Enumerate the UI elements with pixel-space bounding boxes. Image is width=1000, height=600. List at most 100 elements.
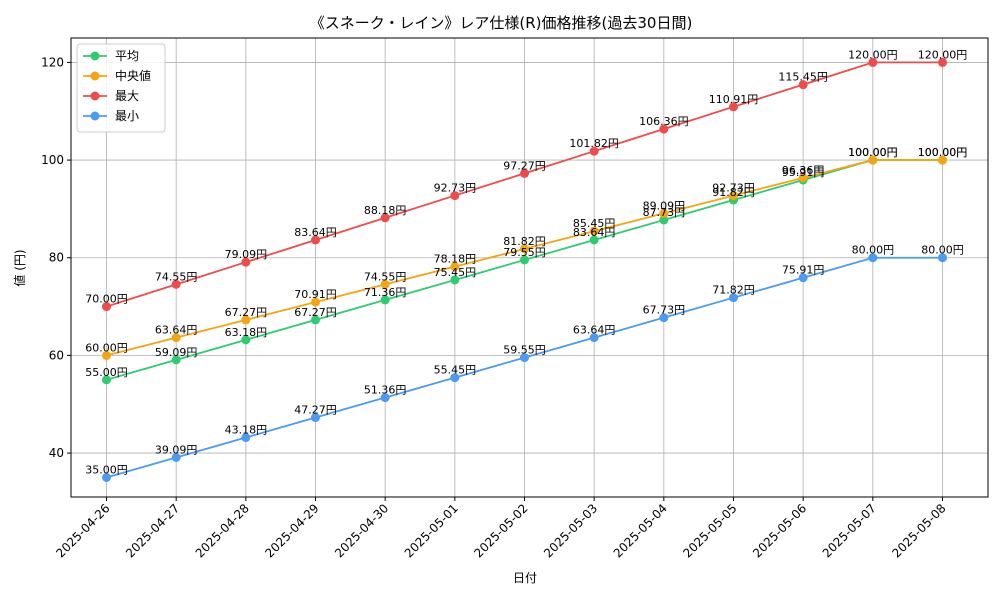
data-point xyxy=(938,253,947,263)
legend-label: 最小 xyxy=(115,109,139,123)
data-point xyxy=(311,413,320,423)
data-point xyxy=(520,168,529,178)
data-label: 71.36円 xyxy=(364,286,407,299)
data-label: 43.18円 xyxy=(225,424,268,437)
data-label: 55.45円 xyxy=(434,364,477,377)
data-label: 92.73円 xyxy=(712,182,755,195)
x-tick-label: 2025-05-06 xyxy=(750,501,809,560)
data-label: 35.00円 xyxy=(85,463,128,476)
data-label: 120.00円 xyxy=(918,48,968,61)
data-point xyxy=(450,373,460,383)
data-label: 96.36円 xyxy=(782,164,825,177)
y-tick-label: 40 xyxy=(49,446,64,460)
data-point xyxy=(380,213,390,223)
data-label: 83.64円 xyxy=(573,226,616,239)
data-label: 110.91円 xyxy=(709,93,759,106)
x-tick-label: 2025-04-29 xyxy=(262,501,321,560)
x-tick-label: 2025-04-30 xyxy=(332,501,391,560)
data-label: 87.73円 xyxy=(643,206,686,219)
data-point xyxy=(520,353,529,363)
data-label: 55.00円 xyxy=(85,366,128,379)
y-tick-label: 60 xyxy=(49,348,64,362)
data-label: 63.64円 xyxy=(573,324,616,337)
data-point xyxy=(450,275,460,285)
data-label: 81.82円 xyxy=(503,235,546,248)
axis-ticks: 2025-04-26 2025-04-27 2025-04-28 2025-04-29… xyxy=(41,55,949,560)
data-label: 85.45円 xyxy=(573,217,616,230)
data-point xyxy=(520,244,529,254)
data-point xyxy=(589,235,599,245)
data-point xyxy=(171,279,181,289)
legend-marker xyxy=(90,91,100,101)
data-point xyxy=(798,273,808,283)
data-label: 67.73円 xyxy=(643,304,686,317)
data-label: 63.18円 xyxy=(225,326,268,339)
data-point xyxy=(659,124,669,134)
data-point xyxy=(589,333,599,343)
data-label: 51.36円 xyxy=(364,384,407,397)
data-point xyxy=(729,191,738,201)
data-label: 74.55円 xyxy=(155,270,198,283)
data-point xyxy=(798,80,808,90)
x-axis-label: 日付 xyxy=(513,571,537,585)
data-label: 79.09円 xyxy=(225,248,268,261)
plot-frame xyxy=(70,37,989,498)
data-label: 47.27円 xyxy=(294,404,337,417)
data-label: 67.27円 xyxy=(294,306,337,319)
series-layer xyxy=(102,57,947,482)
data-point xyxy=(102,472,111,482)
data-point xyxy=(102,302,111,312)
data-point xyxy=(868,57,878,67)
legend-label: 平均 xyxy=(115,49,139,63)
legend-marker xyxy=(90,111,100,121)
data-label: 95.91円 xyxy=(782,166,825,179)
x-tick-label: 2025-04-26 xyxy=(53,501,112,560)
data-point xyxy=(102,350,111,360)
data-point xyxy=(241,315,251,325)
legend-box xyxy=(76,43,166,133)
data-label: 74.55円 xyxy=(364,270,407,283)
x-tick-label: 2025-05-02 xyxy=(471,501,530,560)
data-label: 59.09円 xyxy=(155,346,198,359)
data-label: 75.45円 xyxy=(434,266,477,279)
data-label: 88.18円 xyxy=(364,204,407,217)
data-label: 39.09円 xyxy=(155,443,198,456)
data-point xyxy=(171,333,181,343)
x-tick-label: 2025-05-07 xyxy=(820,501,879,560)
data-point xyxy=(589,146,599,156)
data-labels: 55.00円 59.09円 63.18円 67.27円 71.36円 75.45円 79.5… xyxy=(85,48,967,476)
data-point xyxy=(171,355,181,365)
data-point xyxy=(589,226,599,236)
x-tick-label: 2025-05-05 xyxy=(680,501,739,560)
data-point xyxy=(659,215,669,225)
data-point xyxy=(311,297,320,307)
x-tick-label: 2025-05-04 xyxy=(611,501,670,560)
x-tick-label: 2025-05-03 xyxy=(541,501,600,560)
data-label: 89.09円 xyxy=(643,199,686,212)
data-point xyxy=(380,295,390,305)
data-point xyxy=(380,279,390,289)
chart-title: 《スネーク・レイン》レア仕様(R)価格推移(過去30日間) xyxy=(310,14,693,32)
data-label: 106.36円 xyxy=(639,115,689,128)
data-point xyxy=(311,235,320,245)
data-point xyxy=(520,255,529,265)
data-label: 100.00円 xyxy=(918,146,968,159)
data-label: 100.00円 xyxy=(848,146,898,159)
grid xyxy=(71,38,988,497)
data-point xyxy=(241,335,251,345)
data-point xyxy=(868,155,878,165)
x-tick-label: 2025-05-08 xyxy=(889,501,948,560)
data-point xyxy=(450,262,460,272)
data-label: 75.91円 xyxy=(782,264,825,277)
data-point xyxy=(311,315,320,325)
data-label: 78.18円 xyxy=(434,253,477,266)
data-label: 80.00円 xyxy=(852,244,895,257)
y-tick-label: 120 xyxy=(41,55,64,69)
data-point xyxy=(241,433,251,443)
data-label: 92.73円 xyxy=(434,182,477,195)
x-tick-label: 2025-05-01 xyxy=(402,501,461,560)
data-point xyxy=(380,393,390,403)
y-tick-label: 80 xyxy=(49,251,64,265)
data-point xyxy=(450,191,460,201)
